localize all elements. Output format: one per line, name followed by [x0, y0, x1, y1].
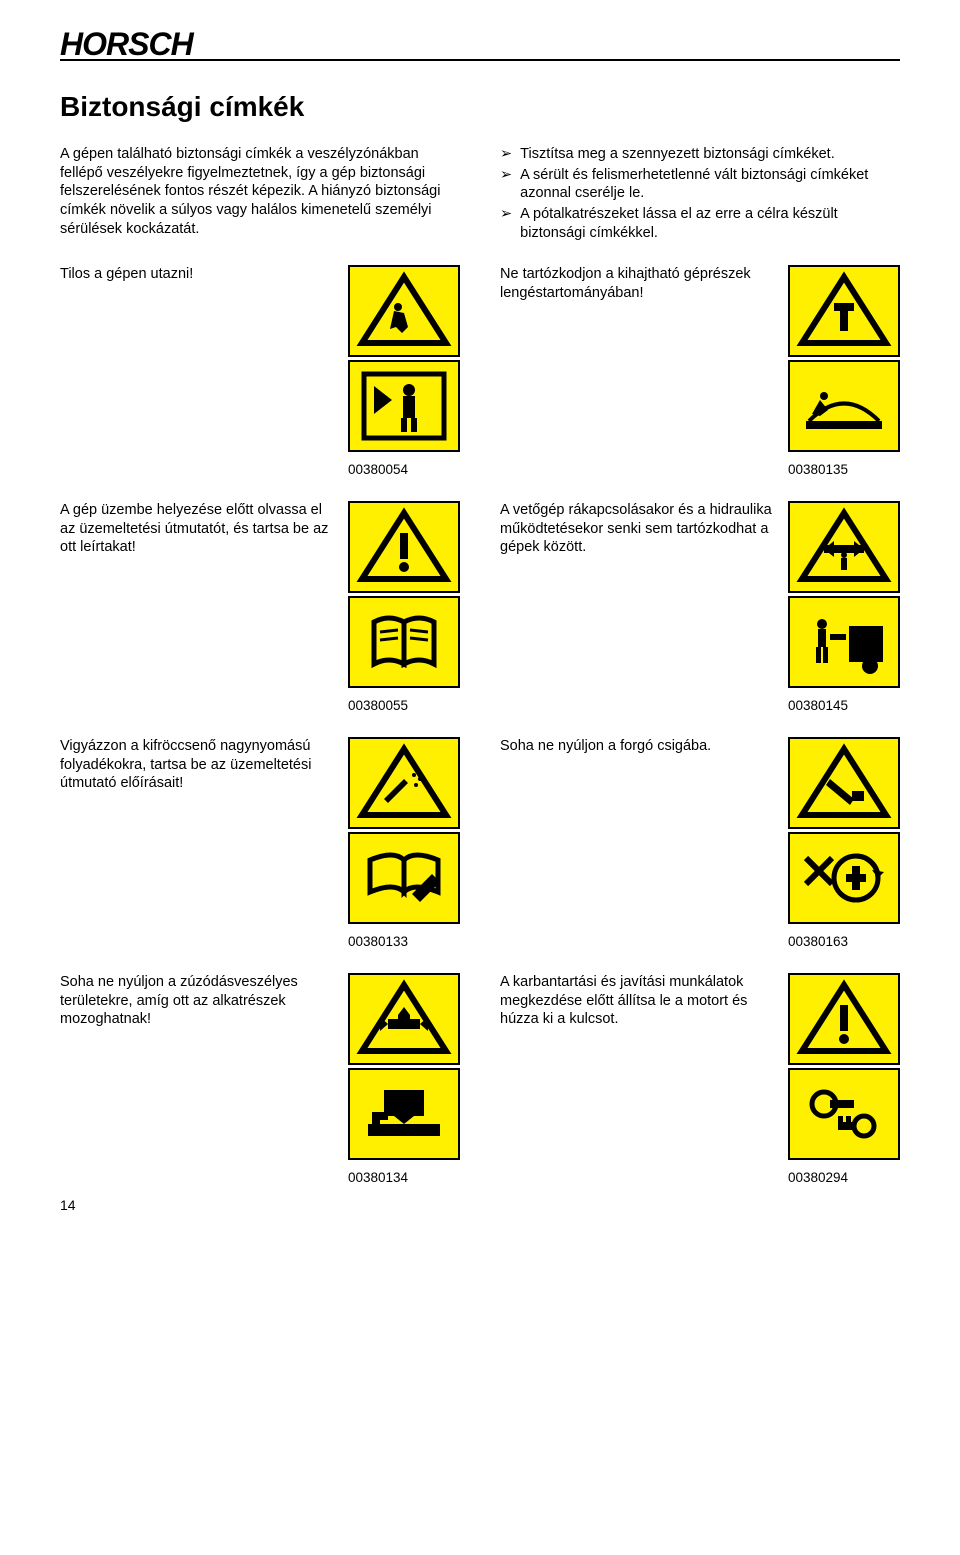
page-title: Biztonsági címkék	[60, 91, 900, 123]
safety-text: Tilos a gépen utazni!	[60, 265, 336, 452]
warning-triangle-icon	[348, 737, 460, 829]
code-row: 00380133 00380163	[60, 934, 900, 949]
warning-triangle-icon	[788, 973, 900, 1065]
crush-hazard-icon	[348, 1068, 460, 1160]
intro-right: ➢ Tisztítsa meg a szennyezett biztonsági…	[500, 145, 900, 245]
safety-cell: Soha ne nyúljon a zúzódásveszélyes terül…	[60, 973, 460, 1160]
safety-text: Vigyázzon a kifröccsenő nagynyomású foly…	[60, 737, 336, 924]
safety-text: Soha ne nyúljon a forgó csigába.	[500, 737, 776, 924]
part-code: 00380163	[788, 934, 900, 949]
part-code: 00380294	[788, 1170, 900, 1185]
bullet-item: ➢ A sérült és felismerhetetlenné vált bi…	[500, 166, 900, 204]
code-row: 00380054 00380135	[60, 462, 900, 477]
safety-text: Soha ne nyúljon a zúzódásveszélyes terül…	[60, 973, 336, 1160]
read-manual-icon	[348, 596, 460, 688]
stop-engine-remove-key-icon	[788, 1068, 900, 1160]
warning-triangle-icon	[788, 737, 900, 829]
part-code: 00380054	[348, 462, 460, 477]
chevron-right-icon: ➢	[500, 205, 512, 243]
warning-triangle-icon	[348, 501, 460, 593]
safety-label-icon	[788, 501, 900, 688]
warning-triangle-icon	[348, 973, 460, 1065]
safety-row: A gép üzembe helyezése előtt olvassa el …	[60, 501, 900, 688]
page-number: 14	[60, 1197, 900, 1213]
safety-text: A karbantartási és javítási munkálatok m…	[500, 973, 776, 1160]
safety-cell: Vigyázzon a kifröccsenő nagynyomású foly…	[60, 737, 460, 924]
manual-wrench-icon	[348, 832, 460, 924]
bullet-text: A sérült és felismerhetetlenné vált bizt…	[520, 166, 900, 204]
warning-triangle-icon	[348, 265, 460, 357]
safety-cell: A karbantartási és javítási munkálatok m…	[500, 973, 900, 1160]
part-code: 00380134	[348, 1170, 460, 1185]
part-code: 00380135	[788, 462, 900, 477]
chevron-right-icon: ➢	[500, 145, 512, 164]
code-row: 00380055 00380145	[60, 698, 900, 713]
safety-label-icon	[348, 501, 460, 688]
intro-left: A gépen található biztonsági címkék a ve…	[60, 145, 460, 245]
coupling-hazard-icon	[788, 596, 900, 688]
warning-triangle-icon	[788, 501, 900, 593]
safety-cell: Tilos a gépen utazni!	[60, 265, 460, 452]
safety-cell: Ne tartózkodjon a kihajtható géprészek l…	[500, 265, 900, 452]
safety-label-icon	[348, 265, 460, 452]
chevron-right-icon: ➢	[500, 166, 512, 204]
bullet-text: Tisztítsa meg a szennyezett biztonsági c…	[520, 145, 900, 164]
swing-area-icon	[788, 360, 900, 452]
safety-label-icon	[348, 973, 460, 1160]
safety-text: A vetőgép rákapcsolásakor és a hidraulik…	[500, 501, 776, 688]
part-code: 00380055	[348, 698, 460, 713]
part-code: 00380133	[348, 934, 460, 949]
bullet-item: ➢ Tisztítsa meg a szennyezett biztonsági…	[500, 145, 900, 164]
safety-row: Tilos a gépen utazni! Ne tartózkodjon a …	[60, 265, 900, 452]
safety-label-icon	[788, 737, 900, 924]
warning-triangle-icon	[788, 265, 900, 357]
code-row: 00380134 00380294	[60, 1170, 900, 1185]
safety-cell: A vetőgép rákapcsolásakor és a hidraulik…	[500, 501, 900, 688]
brand-logo: HORSCH	[60, 30, 900, 61]
safety-text: Ne tartózkodjon a kihajtható géprészek l…	[500, 265, 776, 452]
rotating-auger-icon	[788, 832, 900, 924]
safety-row: Vigyázzon a kifröccsenő nagynyomású foly…	[60, 737, 900, 924]
safety-text: A gép üzembe helyezése előtt olvassa el …	[60, 501, 336, 688]
safety-label-icon	[788, 973, 900, 1160]
bullet-text: A pótalkatrészeket lássa el az erre a cé…	[520, 205, 900, 243]
safety-row: Soha ne nyúljon a zúzódásveszélyes terül…	[60, 973, 900, 1160]
no-riding-icon	[348, 360, 460, 452]
safety-label-icon	[788, 265, 900, 452]
bullet-item: ➢ A pótalkatrészeket lássa el az erre a …	[500, 205, 900, 243]
safety-cell: A gép üzembe helyezése előtt olvassa el …	[60, 501, 460, 688]
intro-columns: A gépen található biztonsági címkék a ve…	[60, 145, 900, 245]
safety-label-icon	[348, 737, 460, 924]
part-code: 00380145	[788, 698, 900, 713]
safety-cell: Soha ne nyúljon a forgó csigába.	[500, 737, 900, 924]
